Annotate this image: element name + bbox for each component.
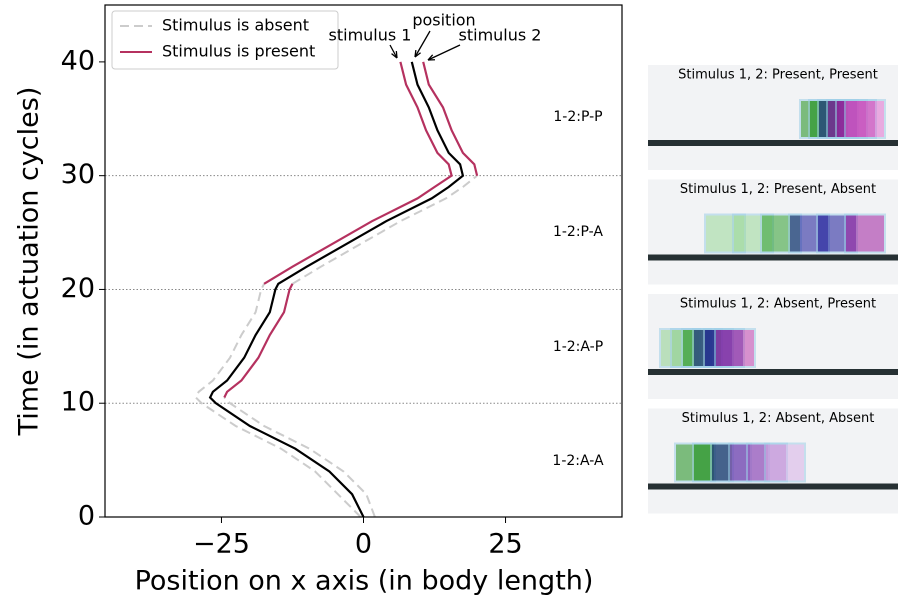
ground [648, 483, 898, 490]
series-line [223, 283, 294, 398]
series-line [422, 61, 479, 176]
panel: Stimulus 1, 2: Present, Absent [648, 179, 898, 285]
ground [648, 140, 898, 146]
panel-title: Stimulus 1, 2: Absent, Absent [682, 411, 875, 426]
panel: Stimulus 1, 2: Absent, Absent [648, 408, 898, 514]
legend-box [111, 10, 339, 70]
legend-label: Stimulus is absent [162, 16, 309, 35]
y-tick-label: 10 [61, 387, 95, 418]
panel-title: Stimulus 1, 2: Present, Present [678, 68, 878, 83]
panel: Stimulus 1, 2: Absent, Present [648, 294, 898, 399]
annotation: stimulus 1 [329, 26, 412, 45]
phase-label: 1-2:A-P [553, 339, 603, 355]
series-line [223, 396, 376, 518]
ground [648, 369, 898, 375]
panel-title: Stimulus 1, 2: Present, Absent [680, 182, 876, 197]
y-tick-label: 40 [61, 45, 95, 76]
plot-frame [104, 4, 623, 518]
panel-title: Stimulus 1, 2: Absent, Present [680, 297, 876, 312]
series-line [208, 61, 465, 518]
robot-frame [844, 99, 886, 139]
arrow-head [414, 49, 421, 58]
y-axis-label: Time (in actuation cycles) [14, 87, 45, 437]
annotation-arrow [389, 44, 398, 59]
y-tick-label: 0 [78, 501, 95, 532]
ground [648, 254, 898, 261]
arrow-head [427, 54, 436, 61]
robot-frame [714, 328, 756, 368]
phase-label: 1-2:P-A [553, 224, 603, 240]
y-tick-label: 20 [61, 273, 95, 304]
annotation-arrow [414, 30, 431, 58]
legend: Stimulus is absent Stimulus is present [111, 10, 339, 70]
annotation-arrow [427, 44, 461, 61]
x-tick-label: −25 [193, 529, 250, 560]
y-tick-label: 30 [61, 159, 95, 190]
robot-frame [844, 213, 886, 254]
legend-label: Stimulus is present [162, 42, 315, 61]
annotation: position [412, 11, 475, 30]
annotation: stimulus 2 [459, 26, 542, 45]
series-line [263, 61, 453, 285]
x-tick-label: 25 [488, 529, 522, 560]
panel: Stimulus 1, 2: Present, Present [648, 65, 898, 170]
robot-frame [764, 442, 806, 483]
series-line [291, 174, 478, 285]
phase-label: 1-2:A-A [552, 453, 604, 469]
arrow-head [391, 50, 398, 59]
phase-label: 1-2:P-P [553, 109, 602, 125]
series-line [194, 283, 362, 518]
x-axis-label: Position on x axis (in body length) [135, 566, 594, 597]
x-tick-label: 0 [355, 529, 372, 560]
